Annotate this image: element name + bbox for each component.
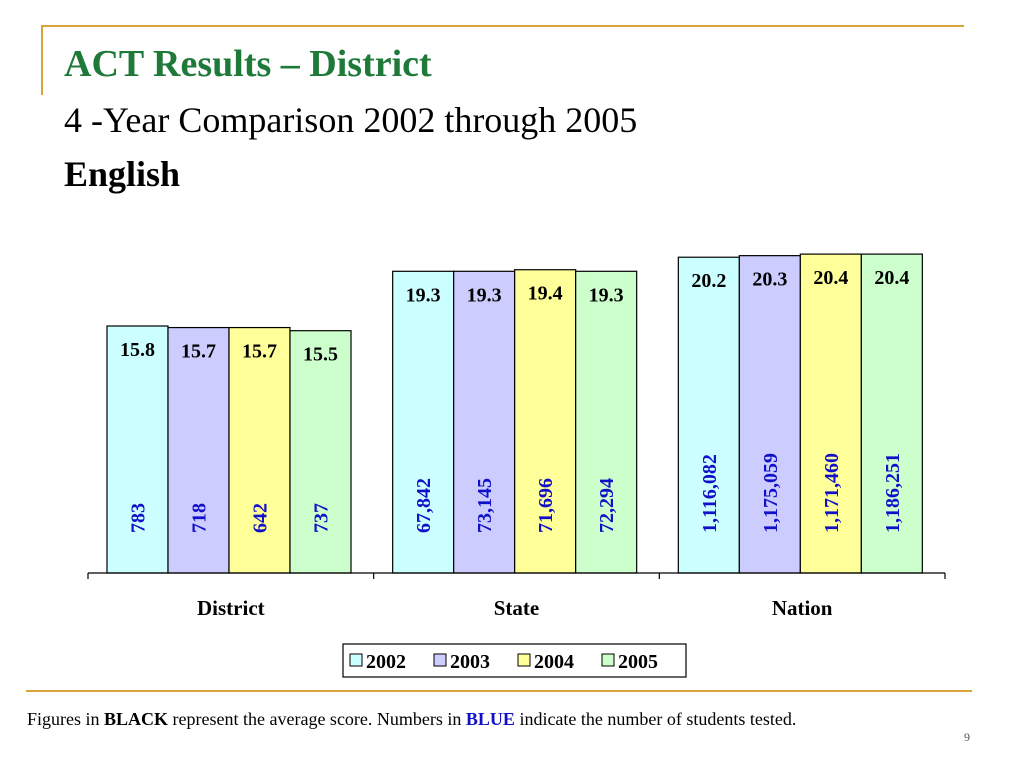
count-label-nation-2004: 1,171,460 [821,453,843,533]
score-label-nation-2002: 20.2 [691,270,726,292]
footnote-text-3: indicate the number of students tested. [514,709,797,729]
category-label-district: District [197,596,265,620]
footnote-blue-word: BLUE [465,709,515,729]
bar-district-2005 [289,330,352,574]
legend-swatch-2005 [601,653,615,667]
bar-state-2005 [575,270,638,574]
count-label-state-2003: 73,145 [474,478,496,533]
legend-label-2005: 2005 [618,651,658,673]
count-label-state-2005: 72,294 [596,478,618,533]
legend-swatch-2004 [517,653,531,667]
legend-swatch-2002 [349,653,363,667]
category-label-nation: Nation [772,596,833,620]
footnote-text-1: Figures in [27,709,105,729]
legend-label-2003: 2003 [450,651,490,673]
frame-bottom-rule [26,690,972,692]
bar-nation-2004 [799,253,862,574]
footnote-black-word: BLACK [104,709,169,729]
frame-top-rule [41,25,964,27]
score-label-state-2005: 19.3 [589,284,624,306]
slide-subject: English [64,154,181,194]
bar-district-2002 [106,325,169,574]
legend-box [342,643,687,678]
count-label-nation-2003: 1,175,059 [760,453,782,533]
slide-subtitle: 4 -Year Comparison 2002 through 2005 [64,100,638,140]
score-label-district-2004: 15.7 [242,341,277,363]
score-label-district-2005: 15.5 [303,344,338,366]
score-label-state-2004: 19.4 [528,283,563,305]
count-label-district-2002: 783 [128,503,150,533]
count-label-nation-2002: 1,116,082 [699,454,721,533]
category-label-state: State [494,596,540,620]
score-label-nation-2005: 20.4 [874,267,909,289]
frame-left-rule [41,25,43,95]
footnote: Figures in BLACK represent the average s… [27,709,1007,730]
count-label-state-2004: 71,696 [535,478,557,533]
score-label-nation-2003: 20.3 [752,269,787,291]
count-label-nation-2005: 1,186,251 [882,453,904,533]
score-label-nation-2004: 20.4 [813,267,848,289]
legend-swatch-2003 [433,653,447,667]
count-label-state-2002: 67,842 [413,478,435,533]
legend-label-2004: 2004 [534,651,574,673]
bar-district-2003 [167,326,230,574]
legend-label-2002: 2002 [366,651,406,673]
page-number: 9 [964,730,970,744]
score-label-district-2002: 15.8 [120,339,155,361]
footnote-text-2: represent the average score. Numbers in [168,709,466,729]
bar-nation-2003 [738,255,801,574]
count-label-district-2003: 718 [189,503,211,533]
bar-nation-2005 [860,253,923,574]
score-label-state-2002: 19.3 [406,284,441,306]
score-label-district-2003: 15.7 [181,341,216,363]
count-label-district-2004: 642 [250,503,272,533]
slide-title: ACT Results – District [64,43,432,85]
count-label-district-2005: 737 [311,503,333,533]
score-label-state-2003: 19.3 [467,284,502,306]
bar-district-2004 [228,326,291,574]
